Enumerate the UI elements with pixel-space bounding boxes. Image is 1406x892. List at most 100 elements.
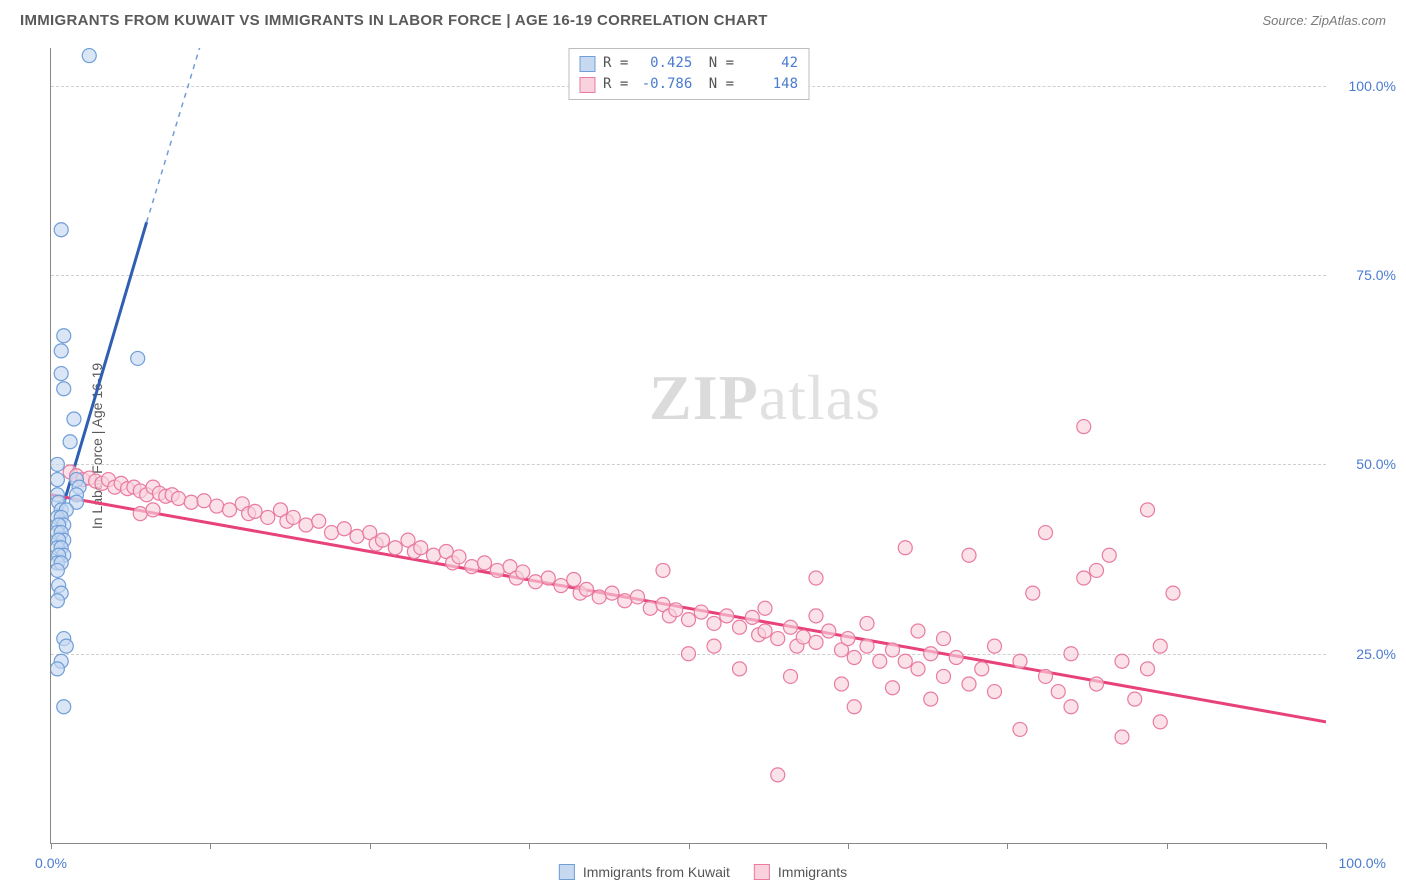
legend-item-immigrants: Immigrants: [754, 864, 847, 880]
data-point: [57, 700, 71, 714]
data-point: [63, 435, 77, 449]
data-point: [465, 560, 479, 574]
data-point: [452, 550, 466, 564]
y-tick-label: 25.0%: [1336, 646, 1396, 662]
data-point: [51, 563, 64, 577]
data-point: [51, 594, 64, 608]
data-point: [51, 457, 64, 471]
data-point: [937, 669, 951, 683]
data-point: [146, 503, 160, 517]
data-point: [758, 601, 772, 615]
data-point: [1115, 730, 1129, 744]
data-point: [1064, 700, 1078, 714]
legend-swatch-immigrants: [754, 864, 770, 880]
data-point: [427, 548, 441, 562]
data-point: [51, 662, 64, 676]
data-point: [376, 533, 390, 547]
data-point: [1102, 548, 1116, 562]
data-point: [1153, 715, 1167, 729]
data-point: [784, 620, 798, 634]
data-point: [707, 616, 721, 630]
data-point: [707, 639, 721, 653]
data-point: [133, 507, 147, 521]
x-tick-label-left: 0.0%: [35, 855, 67, 871]
n-value-immigrants: 148: [742, 74, 798, 95]
plot-area: R = 0.425 N = 42 R = -0.786 N = 148 ZIPa…: [50, 48, 1326, 844]
data-point: [1141, 662, 1155, 676]
data-point: [911, 624, 925, 638]
data-point: [197, 494, 211, 508]
correlation-legend: R = 0.425 N = 42 R = -0.786 N = 148: [568, 48, 809, 100]
data-point: [54, 223, 68, 237]
data-point: [1141, 503, 1155, 517]
data-point: [618, 594, 632, 608]
data-point: [911, 662, 925, 676]
data-point: [261, 510, 275, 524]
swatch-kuwait: [579, 56, 595, 72]
data-point: [924, 647, 938, 661]
data-point: [886, 643, 900, 657]
data-point: [1128, 692, 1142, 706]
x-tick: [689, 843, 690, 849]
source-label: Source: ZipAtlas.com: [1262, 13, 1386, 28]
data-point: [745, 610, 759, 624]
data-point: [51, 473, 64, 487]
data-point: [784, 669, 798, 683]
data-point: [1090, 563, 1104, 577]
data-point: [1013, 654, 1027, 668]
data-point: [835, 677, 849, 691]
x-tick: [529, 843, 530, 849]
data-point: [554, 579, 568, 593]
legend-row-kuwait: R = 0.425 N = 42: [579, 53, 798, 74]
trend-line-kuwait-dash: [147, 48, 230, 222]
data-point: [937, 632, 951, 646]
data-point: [1153, 639, 1167, 653]
data-point: [490, 563, 504, 577]
data-point: [67, 412, 81, 426]
x-tick: [1167, 843, 1168, 849]
legend-label-kuwait: Immigrants from Kuwait: [583, 864, 730, 880]
data-point: [248, 504, 262, 518]
x-tick: [51, 843, 52, 849]
data-point: [886, 681, 900, 695]
data-point: [847, 651, 861, 665]
data-point: [1026, 586, 1040, 600]
r-value-kuwait: 0.425: [636, 53, 692, 74]
data-point: [1090, 677, 1104, 691]
legend-swatch-kuwait: [559, 864, 575, 880]
data-point: [312, 514, 326, 528]
trend-line-immigrants: [51, 495, 1326, 722]
data-point: [580, 582, 594, 596]
data-point: [529, 575, 543, 589]
data-point: [54, 344, 68, 358]
data-point: [82, 49, 96, 63]
data-point: [478, 556, 492, 570]
x-tick: [210, 843, 211, 849]
data-point: [988, 639, 1002, 653]
data-point: [1166, 586, 1180, 600]
x-tick: [1007, 843, 1008, 849]
data-point: [822, 624, 836, 638]
data-point: [975, 662, 989, 676]
data-point: [1115, 654, 1129, 668]
chart-title: IMMIGRANTS FROM KUWAIT VS IMMIGRANTS IN …: [20, 12, 768, 29]
r-value-immigrants: -0.786: [636, 74, 692, 95]
data-point: [131, 351, 145, 365]
data-point: [1077, 420, 1091, 434]
data-point: [771, 768, 785, 782]
series-legend: Immigrants from Kuwait Immigrants: [559, 864, 847, 880]
data-point: [350, 529, 364, 543]
swatch-immigrants: [579, 77, 595, 93]
data-point: [924, 692, 938, 706]
header: IMMIGRANTS FROM KUWAIT VS IMMIGRANTS IN …: [0, 0, 1406, 37]
data-point: [299, 518, 313, 532]
data-point: [694, 605, 708, 619]
data-point: [1039, 526, 1053, 540]
scatter-svg: [51, 48, 1326, 843]
data-point: [809, 635, 823, 649]
data-point: [733, 662, 747, 676]
data-point: [809, 571, 823, 585]
data-point: [1051, 685, 1065, 699]
n-value-kuwait: 42: [742, 53, 798, 74]
x-tick: [1326, 843, 1327, 849]
